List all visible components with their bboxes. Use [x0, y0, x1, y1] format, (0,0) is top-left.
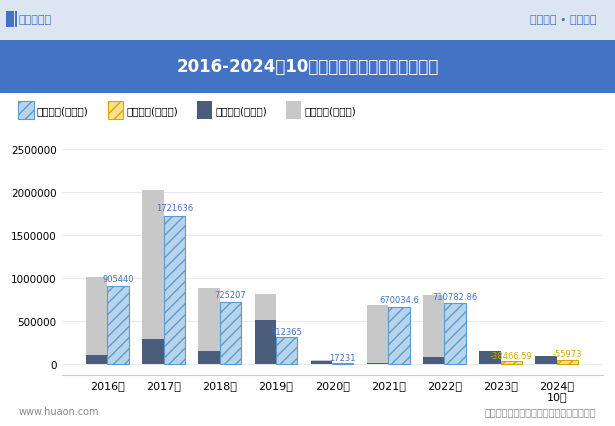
Text: 专业严谨 • 客观科学: 专业严谨 • 客观科学 — [530, 15, 597, 25]
Bar — [311, 360, 332, 365]
Text: 905440: 905440 — [102, 275, 134, 284]
Bar — [479, 351, 501, 365]
Bar — [423, 296, 445, 365]
Text: -55973: -55973 — [553, 349, 582, 358]
Text: 1721636: 1721636 — [156, 203, 193, 212]
Bar — [142, 339, 164, 365]
Bar — [15, 12, 17, 28]
Text: 2016-2024年10月银川综合保税区进出口差额: 2016-2024年10月银川综合保税区进出口差额 — [177, 58, 438, 76]
Bar — [255, 294, 276, 365]
Bar — [108, 102, 123, 119]
Bar — [220, 302, 241, 365]
Bar — [255, 321, 276, 365]
Text: www.huaon.com: www.huaon.com — [18, 406, 99, 416]
Text: 670034.6: 670034.6 — [379, 295, 419, 305]
Bar — [423, 357, 445, 365]
Bar — [557, 360, 578, 365]
Bar — [276, 338, 297, 365]
Bar — [536, 357, 557, 365]
Bar — [86, 356, 108, 365]
Bar — [286, 102, 301, 119]
Bar — [197, 102, 212, 119]
Text: -38466.59: -38466.59 — [490, 351, 533, 360]
Bar — [86, 278, 108, 365]
Bar — [536, 361, 557, 365]
Text: 贸易逆差(千美元): 贸易逆差(千美元) — [126, 106, 178, 116]
Bar — [367, 363, 388, 365]
Bar — [164, 216, 185, 365]
Bar — [501, 361, 522, 365]
Text: 17231: 17231 — [330, 353, 356, 362]
Bar — [18, 102, 34, 119]
Text: 华经情报网: 华经情报网 — [18, 15, 52, 25]
Bar — [142, 190, 164, 365]
Bar — [199, 351, 220, 365]
Text: 数据来源：中国海关、华经产业研究院整理: 数据来源：中国海关、华经产业研究院整理 — [485, 406, 597, 416]
Text: 312365: 312365 — [271, 327, 303, 336]
Text: 710782.86: 710782.86 — [432, 292, 478, 301]
Text: 贸易顺差(千美元): 贸易顺差(千美元) — [37, 106, 89, 116]
Bar — [199, 289, 220, 365]
Text: 出口总额(千美元): 出口总额(千美元) — [304, 106, 356, 116]
Bar — [6, 12, 14, 28]
Bar — [332, 363, 354, 365]
Bar — [311, 362, 332, 365]
Bar — [479, 354, 501, 365]
Text: 725207: 725207 — [215, 291, 247, 299]
Bar — [367, 305, 388, 365]
Text: 进口总额(千美元): 进口总额(千美元) — [215, 106, 267, 116]
Bar — [388, 307, 410, 365]
Bar — [108, 287, 129, 365]
Bar — [445, 303, 466, 365]
